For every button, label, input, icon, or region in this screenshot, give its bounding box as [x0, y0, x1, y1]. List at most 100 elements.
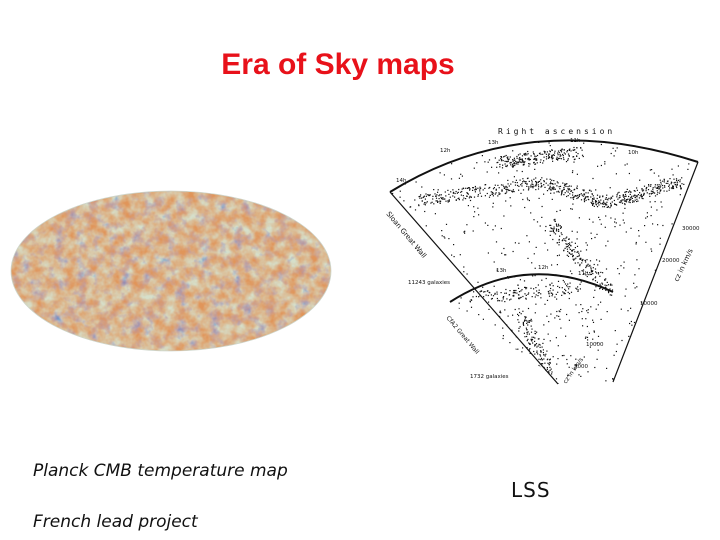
galaxy-point	[609, 284, 612, 286]
galaxy-point	[427, 194, 430, 196]
galaxy-point	[519, 326, 521, 328]
galaxy-point	[567, 188, 569, 190]
galaxy-point	[498, 192, 500, 194]
galaxy-point	[668, 315, 670, 317]
galaxy-point	[601, 283, 604, 285]
galaxy-point	[640, 196, 642, 198]
galaxy-point	[556, 363, 558, 365]
galaxy-point	[599, 328, 601, 330]
galaxy-point	[588, 265, 590, 267]
galaxy-point	[475, 295, 477, 298]
galaxy-point	[626, 163, 628, 165]
galaxy-point	[526, 322, 528, 324]
galaxy-point	[399, 167, 401, 169]
galaxy-point	[493, 367, 495, 369]
galaxy-point	[592, 319, 594, 321]
galaxy-point	[600, 271, 602, 273]
inner-ra-tick-2: 12h	[538, 265, 549, 271]
galaxy-point	[600, 203, 602, 205]
galaxy-point	[549, 362, 551, 364]
galaxy-point	[429, 194, 431, 196]
galaxy-point	[525, 319, 527, 321]
galaxy-point	[602, 206, 604, 208]
galaxy-point	[535, 344, 537, 346]
galaxy-point	[492, 349, 494, 351]
galaxy-point	[583, 193, 585, 195]
galaxy-point	[605, 245, 607, 247]
galaxy-point	[538, 180, 541, 182]
galaxy-point	[605, 289, 607, 291]
galaxy-point	[500, 184, 503, 186]
galaxy-point	[584, 197, 586, 199]
galaxy-point	[467, 187, 469, 189]
galaxy-point	[547, 249, 549, 251]
galaxy-point	[583, 142, 585, 144]
galaxy-point	[452, 189, 454, 191]
galaxy-point	[572, 192, 574, 194]
galaxy-point	[456, 357, 458, 359]
galaxy-point	[624, 193, 627, 196]
galaxy-point	[634, 364, 636, 366]
galaxy-point	[438, 195, 440, 197]
galaxy-point	[462, 195, 464, 197]
galaxy-point	[661, 331, 663, 333]
galaxy-point	[619, 224, 621, 226]
galaxy-point	[594, 366, 596, 369]
galaxy-point	[557, 285, 559, 287]
galaxy-point	[575, 257, 577, 259]
galaxy-point	[614, 283, 615, 284]
galaxy-point	[549, 359, 551, 361]
galaxy-point	[396, 291, 398, 293]
galaxy-point	[555, 378, 558, 380]
galaxy-point	[505, 185, 507, 187]
galaxy-point	[544, 151, 546, 154]
galaxy-point	[533, 153, 535, 155]
galaxy-point	[595, 286, 597, 288]
galaxy-point	[538, 141, 540, 143]
galaxy-point	[398, 312, 400, 314]
galaxy-point	[548, 153, 551, 155]
galaxy-point	[568, 247, 570, 249]
galaxy-point	[564, 239, 566, 241]
galaxy-point	[499, 166, 501, 168]
galaxy-point	[538, 186, 540, 188]
galaxy-point	[559, 225, 561, 227]
galaxy-point	[504, 292, 506, 294]
galaxy-point	[645, 241, 647, 243]
galaxy-point	[658, 184, 660, 186]
galaxy-point	[518, 308, 520, 310]
galaxy-point	[642, 189, 645, 191]
galaxy-point	[558, 225, 560, 227]
galaxy-point	[517, 184, 519, 187]
galaxy-point	[573, 249, 575, 251]
galaxy-point	[551, 158, 553, 160]
galaxy-point	[594, 200, 597, 202]
galaxy-point	[524, 317, 526, 319]
galaxy-point	[438, 252, 440, 255]
galaxy-point	[535, 183, 537, 185]
galaxy-point	[426, 201, 428, 203]
galaxy-point	[448, 199, 450, 201]
galaxy-point	[585, 336, 587, 338]
galaxy-point	[529, 352, 531, 354]
galaxy-point	[461, 175, 463, 177]
galaxy-point	[590, 306, 592, 308]
galaxy-point	[603, 206, 606, 208]
galaxy-point	[477, 371, 479, 373]
galaxy-point	[504, 160, 506, 162]
galaxy-point	[403, 161, 405, 163]
galaxy-point	[396, 361, 398, 363]
galaxy-point	[523, 324, 525, 326]
galaxy-point	[452, 192, 455, 194]
galaxy-point	[450, 178, 453, 180]
galaxy-point	[472, 189, 474, 191]
galaxy-point	[534, 332, 536, 335]
galaxy-point	[505, 154, 507, 157]
galaxy-point	[679, 181, 681, 183]
galaxy-point	[680, 357, 682, 359]
galaxy-point	[599, 275, 601, 277]
galaxy-point	[631, 142, 634, 144]
galaxy-point	[536, 290, 538, 292]
galaxy-point	[484, 301, 486, 303]
galaxy-point	[458, 299, 460, 301]
